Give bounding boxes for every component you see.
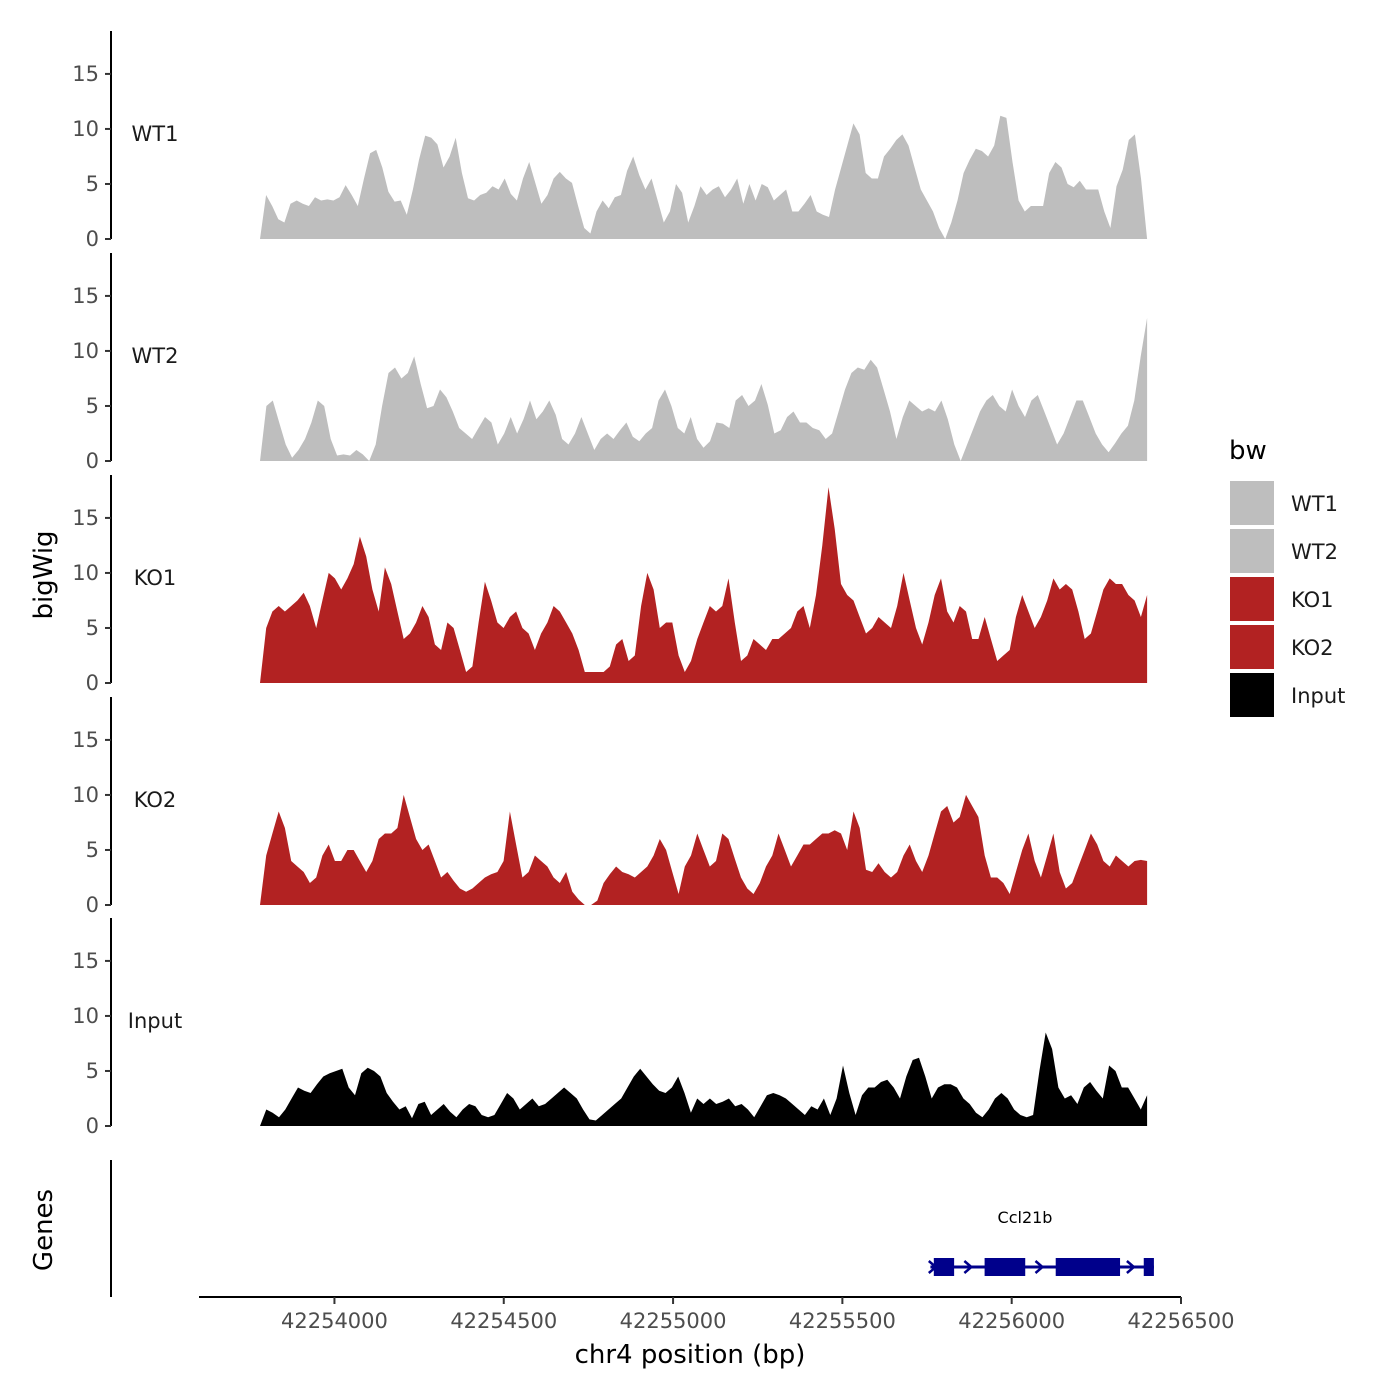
- coverage-area-ko2: [260, 794, 1148, 905]
- gene-glyph: [927, 1258, 1154, 1276]
- strand-arrow: [927, 1260, 938, 1274]
- x-tick-label: 42255000: [620, 1309, 727, 1333]
- y-tick-label: 0: [86, 227, 99, 251]
- coverage-area-wt2: [260, 317, 1148, 461]
- x-tick-label: 42255500: [789, 1309, 896, 1333]
- legend-label-wt2: WT2: [1291, 540, 1338, 564]
- legend-title: bw: [1229, 436, 1267, 466]
- y-tick-label: 10: [72, 783, 99, 807]
- legend-swatch-wt1: [1228, 479, 1276, 527]
- legend-items: WT1 WT2 KO1 KO2 Input: [1228, 479, 1345, 719]
- strand-arrow: [1034, 1260, 1045, 1274]
- legend-label-ko2: KO2: [1291, 636, 1334, 660]
- y-tick-label: 10: [72, 339, 99, 363]
- y-axis-title: bigWig: [29, 530, 59, 619]
- panel-label-ko1: KO1: [134, 566, 177, 590]
- x-tick-label: 42254500: [450, 1309, 557, 1333]
- y-tick-label: 10: [72, 561, 99, 585]
- gene-track-title: Genes: [29, 1189, 59, 1271]
- track-panel-ko2: 0 5 10 15 KO2: [72, 697, 1148, 917]
- y-tick-label: 5: [86, 838, 99, 862]
- x-axis: 42254000 42254500 42255000 42255500 42256000…: [199, 1296, 1234, 1370]
- y-tick-label: 0: [86, 1114, 99, 1138]
- legend-label-input: Input: [1291, 684, 1345, 708]
- gene-exon: [1143, 1258, 1154, 1276]
- y-tick-label: 0: [86, 671, 99, 695]
- gene-exon: [984, 1258, 1026, 1276]
- y-tick-label: 5: [86, 1059, 99, 1083]
- y-tick-label: 0: [86, 893, 99, 917]
- y-tick-label: 10: [72, 1004, 99, 1028]
- legend-swatch-ko2: [1228, 623, 1276, 671]
- coverage-area-ko1: [260, 487, 1148, 683]
- panel-label-wt2: WT2: [132, 344, 179, 368]
- x-axis-title: chr4 position (bp): [575, 1340, 806, 1370]
- legend-label-ko1: KO1: [1291, 588, 1334, 612]
- legend-swatch-input: [1228, 671, 1276, 719]
- gene-label: Ccl21b: [998, 1208, 1053, 1227]
- y-tick-label: 0: [86, 449, 99, 473]
- strand-arrow: [963, 1260, 974, 1274]
- x-tick-label: 42256500: [1128, 1309, 1235, 1333]
- y-tick-label: 15: [72, 506, 99, 530]
- x-tick-label: 42256000: [958, 1309, 1065, 1333]
- gene-exon: [933, 1258, 955, 1276]
- track-panel-wt2: 0 5 10 15 WT2: [72, 253, 1148, 473]
- x-tick-label: 42254000: [281, 1309, 388, 1333]
- legend: bw WT1 WT2 KO1 KO2 Input: [1228, 436, 1345, 719]
- y-tick-label: 5: [86, 172, 99, 196]
- y-tick-label: 10: [72, 117, 99, 141]
- gene-exon: [1055, 1258, 1121, 1276]
- coverage-area-wt1: [260, 115, 1148, 239]
- y-tick-label: 15: [72, 284, 99, 308]
- legend-label-wt1: WT1: [1291, 492, 1338, 516]
- legend-swatch-ko1: [1228, 575, 1276, 623]
- panel-label-ko2: KO2: [134, 788, 177, 812]
- panel-label-wt1: WT1: [132, 122, 179, 146]
- track-panel-ko1: 0 5 10 15 KO1: [72, 475, 1148, 695]
- y-tick-label: 15: [72, 62, 99, 86]
- panel-label-input: Input: [128, 1009, 182, 1033]
- coverage-area-input: [260, 1032, 1148, 1126]
- x-ticks: 42254000 42254500 42255000 42255500 42256000…: [281, 1297, 1234, 1333]
- legend-swatch-wt2: [1228, 527, 1276, 575]
- track-panel-input: 0 5 10 15 Input: [72, 918, 1148, 1138]
- y-tick-label: 15: [72, 728, 99, 752]
- track-panels: 0 5 10 15 WT1 0 5 10 15 WT2 0 5 10 15 KO1 0 5 10 15 KO2 0 5 10…: [72, 31, 1148, 1138]
- y-tick-label: 5: [86, 616, 99, 640]
- gene-track: Genes Ccl21b: [29, 1160, 1154, 1297]
- track-panel-wt1: 0 5 10 15 WT1: [72, 31, 1148, 251]
- y-tick-label: 5: [86, 394, 99, 418]
- strand-arrow: [1126, 1260, 1136, 1274]
- y-tick-label: 15: [72, 949, 99, 973]
